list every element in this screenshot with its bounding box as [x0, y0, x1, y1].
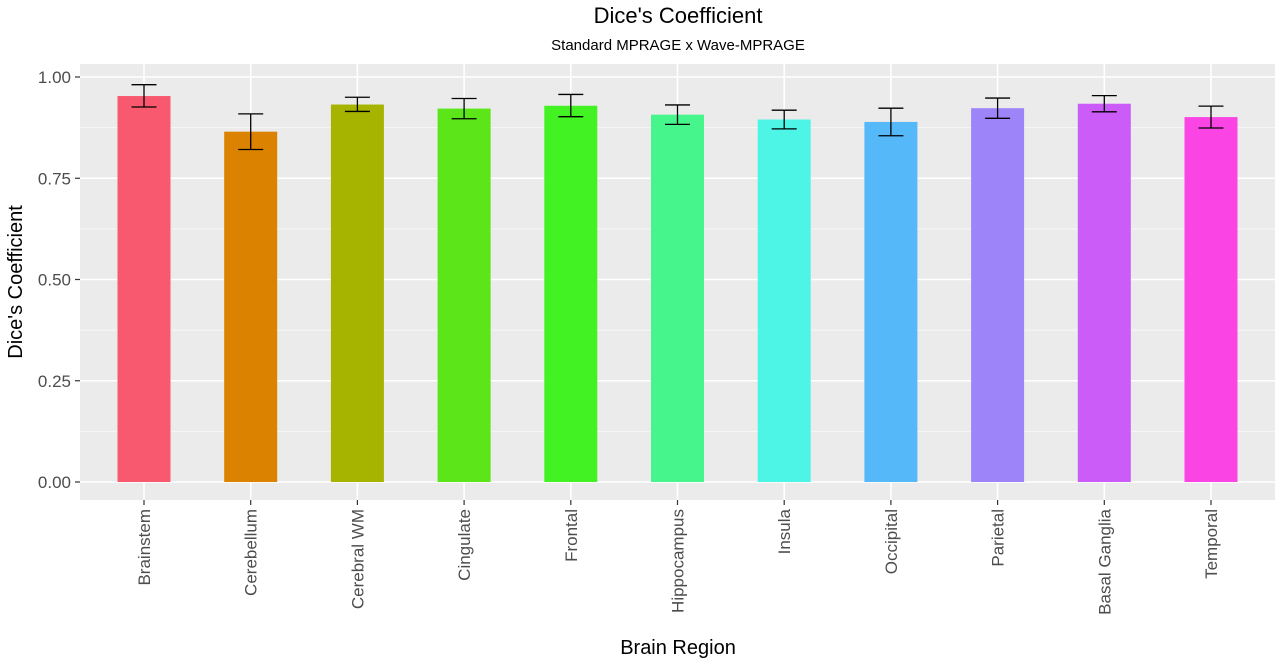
error-bar: [344, 96, 370, 113]
x-tick-label: Parietal: [989, 509, 1008, 567]
bar-occipital: [864, 121, 918, 482]
bar-parietal: [971, 108, 1025, 482]
x-tick-label: Brainstem: [135, 509, 154, 586]
chart-subtitle: Standard MPRAGE x Wave-MPRAGE: [551, 37, 805, 54]
error-bar: [985, 97, 1011, 119]
bar-cerebral-wm: [330, 104, 384, 482]
error-bar: [771, 109, 797, 130]
x-axis: Brainstem Cerebellum Cerebral WM Cingulate F…: [135, 500, 1221, 615]
y-tick-label: 0.75: [38, 169, 71, 188]
y-tick-label: 0.50: [38, 271, 71, 290]
error-bar: [878, 107, 904, 137]
bar-cerebellum: [224, 131, 278, 483]
error-bar: [131, 84, 157, 108]
y-axis: 0.00 0.25 0.50 0.75 1.00: [38, 68, 80, 492]
y-tick-label: 0.00: [38, 473, 71, 492]
y-axis-title: Dice's Coefficient: [5, 205, 27, 359]
bar-frontal: [544, 105, 598, 482]
bar-temporal: [1184, 117, 1238, 482]
error-bar: [451, 97, 477, 120]
bar-insula: [757, 119, 811, 483]
x-tick-label: Insula: [775, 508, 794, 554]
error-bars: [131, 84, 1224, 151]
bar-brainstem: [117, 96, 171, 482]
x-tick-label: Cerebral WM: [348, 509, 367, 609]
error-bar: [1091, 94, 1117, 113]
bars: [117, 96, 1238, 483]
y-tick-label: 0.25: [38, 372, 71, 391]
x-tick-label: Basal Ganglia: [1095, 508, 1114, 614]
x-tick-label: Cerebellum: [242, 509, 261, 596]
x-tick-label: Occipital: [882, 509, 901, 574]
error-bar: [238, 113, 264, 151]
error-bar: [558, 93, 584, 118]
x-tick-label: Temporal: [1202, 509, 1221, 579]
y-tick-label: 1.00: [38, 68, 71, 87]
x-tick-label: Frontal: [562, 509, 581, 562]
x-tick-label: Hippocampus: [669, 509, 688, 613]
x-tick-label: Cingulate: [455, 509, 474, 581]
bar-hippocampus: [651, 114, 704, 482]
bar-basal-ganglia: [1077, 103, 1131, 482]
x-axis-title: Brain Region: [620, 637, 736, 659]
bar-cingulate: [437, 108, 491, 482]
chart-title: Dice's Coefficient: [594, 3, 763, 28]
error-bar: [1198, 105, 1224, 129]
error-bar: [665, 104, 690, 126]
